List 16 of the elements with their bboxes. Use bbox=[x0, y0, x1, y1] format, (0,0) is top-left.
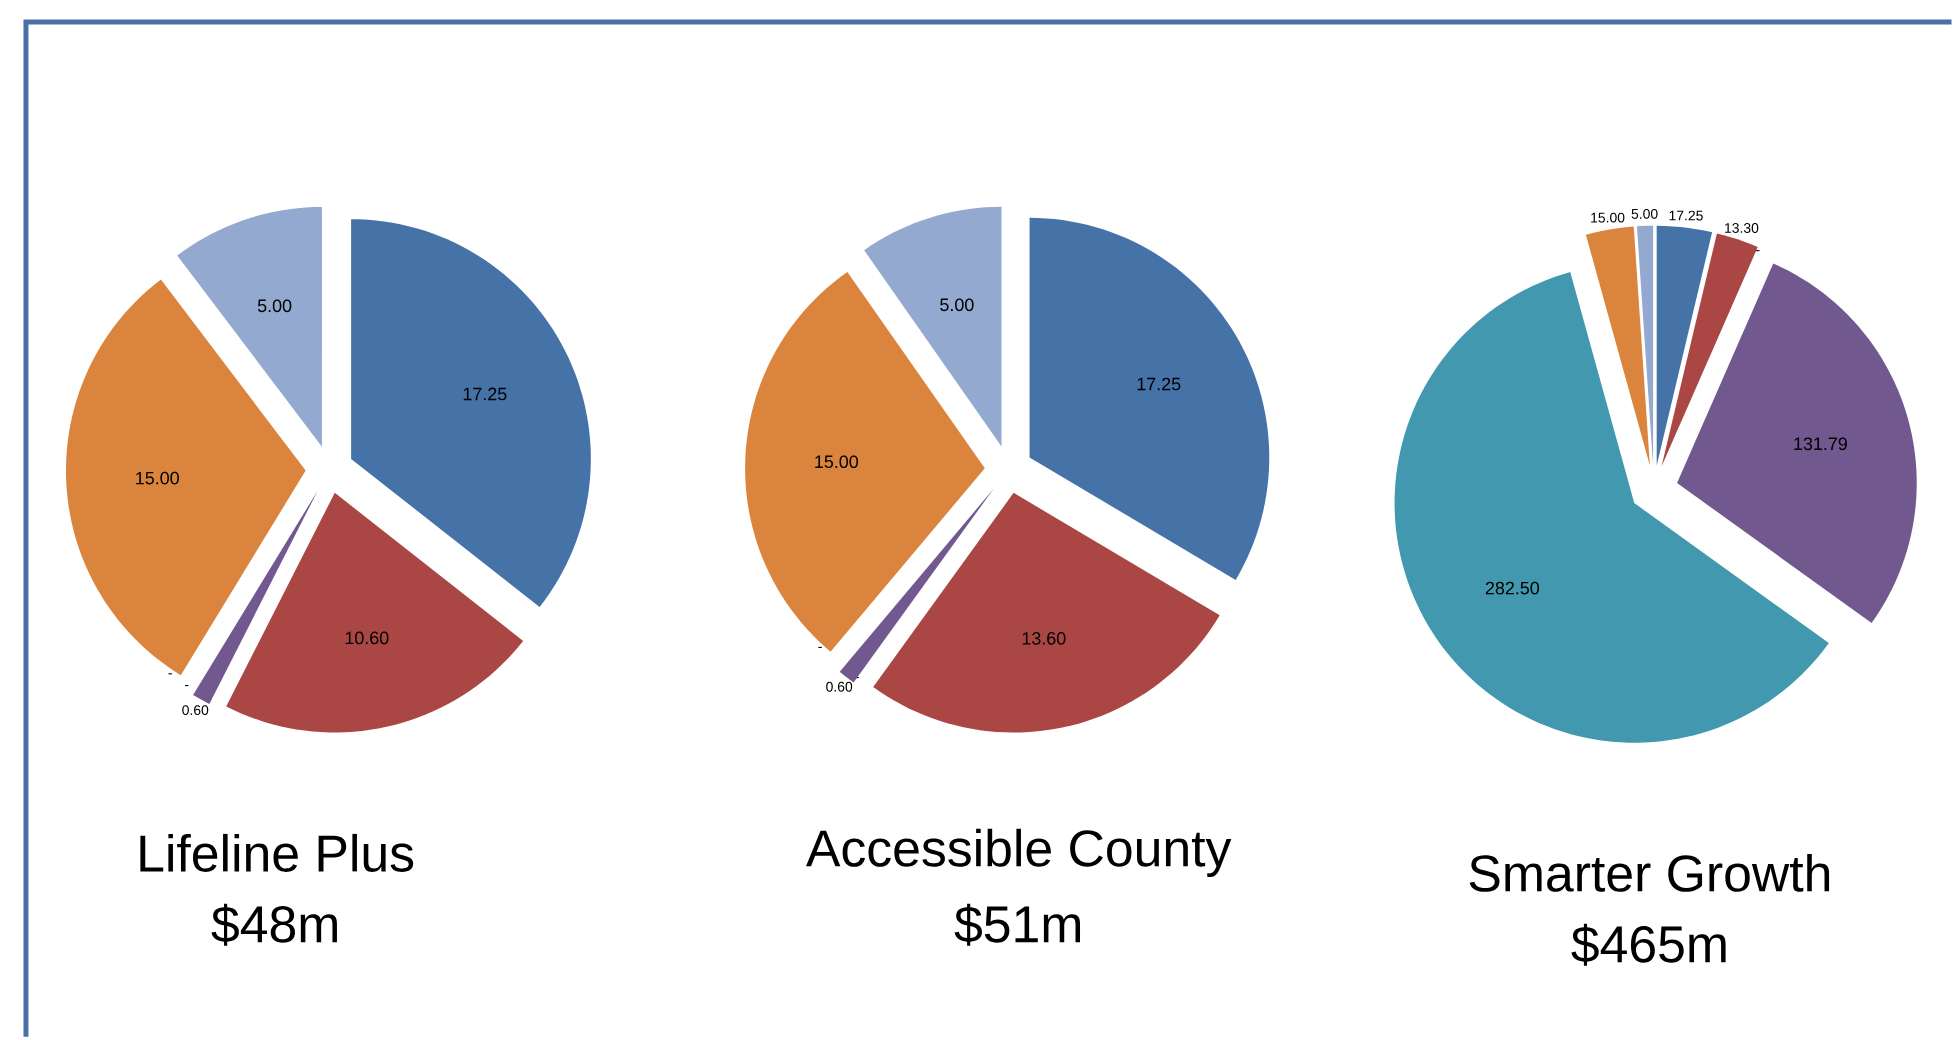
text: Lifeline Plus bbox=[140, 834, 414, 873]
text: Accessible County bbox=[806, 829, 1232, 878]
data-label: 10.60 bbox=[345, 631, 389, 645]
data-label: 5.00 bbox=[940, 298, 974, 312]
data-label: 282.50 bbox=[1485, 582, 1540, 595]
text: Smarter Growth bbox=[1469, 854, 1830, 893]
data-label: 13.60 bbox=[1022, 632, 1066, 646]
text: $51m bbox=[954, 904, 1081, 947]
data-label: 17.25 bbox=[1137, 378, 1181, 391]
data-label: 131.79 bbox=[1794, 437, 1847, 451]
data-label: 17.25 bbox=[463, 388, 507, 401]
data-label: 15.00 bbox=[136, 472, 179, 485]
data-label: 5.00 bbox=[257, 299, 292, 313]
data-label: 15.00 bbox=[815, 455, 859, 469]
text: $465m bbox=[1571, 924, 1726, 967]
text: $48m bbox=[211, 904, 337, 947]
